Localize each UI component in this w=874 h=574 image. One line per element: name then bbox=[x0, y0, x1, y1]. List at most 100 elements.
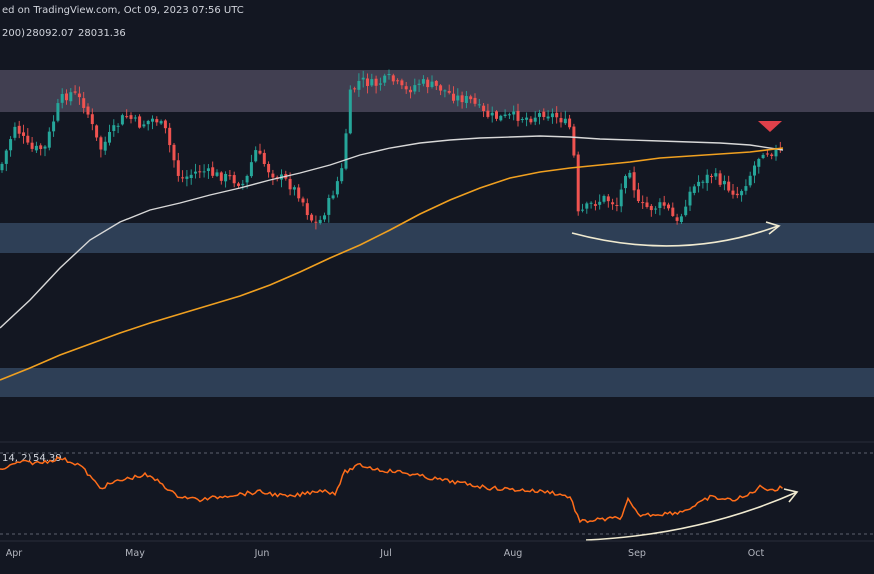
candle bbox=[323, 212, 326, 223]
candle bbox=[194, 163, 197, 179]
candle-body bbox=[361, 77, 365, 80]
arrow-head-price bbox=[765, 221, 781, 235]
candle-body bbox=[774, 149, 778, 157]
candle-body bbox=[258, 150, 262, 154]
candle bbox=[477, 98, 481, 108]
candle bbox=[641, 195, 645, 209]
candle-body bbox=[748, 175, 752, 186]
candle bbox=[645, 196, 649, 209]
candle bbox=[52, 115, 56, 137]
candle-body bbox=[211, 167, 215, 176]
candle-body bbox=[593, 204, 597, 206]
candle bbox=[125, 109, 129, 119]
candle-body bbox=[662, 202, 666, 206]
candle-body bbox=[314, 221, 318, 223]
candle-body bbox=[335, 181, 339, 195]
candle bbox=[417, 79, 421, 92]
candle bbox=[224, 171, 228, 188]
candle bbox=[108, 124, 111, 146]
candle-body bbox=[735, 193, 739, 196]
candle-body bbox=[69, 92, 73, 102]
candle-body bbox=[486, 110, 490, 117]
candle bbox=[99, 135, 103, 158]
candle bbox=[598, 194, 602, 210]
x-tick-label: Sep bbox=[628, 548, 646, 559]
candle bbox=[507, 112, 511, 119]
candle bbox=[198, 165, 202, 179]
candle-body bbox=[611, 202, 615, 205]
published-caption: ed on TradingView.com, Oct 09, 2023 07:5… bbox=[2, 5, 244, 16]
candle bbox=[56, 98, 60, 123]
candle bbox=[232, 171, 236, 188]
candle-body bbox=[452, 93, 455, 101]
candle bbox=[679, 213, 683, 225]
candle-body bbox=[60, 94, 64, 103]
candle bbox=[490, 106, 494, 123]
candle-body bbox=[443, 90, 447, 92]
candle bbox=[155, 116, 159, 126]
candle bbox=[624, 174, 627, 194]
ma-params-label: 200) bbox=[2, 28, 25, 39]
candle bbox=[705, 169, 709, 191]
candle-body bbox=[761, 154, 765, 159]
candle bbox=[258, 143, 262, 155]
candle bbox=[559, 112, 563, 128]
candle-body bbox=[77, 93, 81, 98]
candle bbox=[391, 73, 395, 85]
candle bbox=[649, 204, 653, 217]
candle-body bbox=[731, 190, 735, 195]
candle-body bbox=[512, 111, 516, 115]
candle-body bbox=[559, 118, 563, 123]
candle bbox=[73, 85, 77, 95]
candle bbox=[327, 194, 331, 223]
candle-body bbox=[206, 168, 210, 171]
candle-body bbox=[417, 83, 421, 85]
candle-body bbox=[189, 174, 193, 178]
candle bbox=[503, 109, 507, 118]
candle-body bbox=[340, 168, 344, 182]
candle-body bbox=[378, 83, 382, 85]
candle bbox=[30, 136, 34, 152]
candle-body bbox=[628, 172, 632, 178]
candle bbox=[17, 120, 21, 139]
x-tick-label: Jul bbox=[379, 548, 391, 559]
candle-body bbox=[667, 204, 670, 209]
candle-body bbox=[710, 176, 713, 178]
candle-body bbox=[318, 219, 322, 224]
candle-body bbox=[254, 150, 258, 162]
candle bbox=[60, 88, 64, 109]
candle-body bbox=[26, 135, 30, 143]
candle-body bbox=[22, 132, 25, 136]
candle bbox=[202, 164, 206, 178]
ma-orange-line bbox=[0, 147, 784, 381]
support-zone-middle bbox=[0, 223, 874, 253]
candle bbox=[22, 124, 25, 144]
candle-body bbox=[4, 150, 8, 164]
candle bbox=[103, 136, 107, 155]
candle bbox=[770, 152, 774, 160]
candle bbox=[340, 163, 344, 184]
candle-body bbox=[99, 137, 103, 150]
candle-body bbox=[520, 119, 524, 121]
candle-body bbox=[563, 118, 567, 124]
candle bbox=[387, 69, 391, 80]
candle-body bbox=[439, 85, 443, 91]
candle-body bbox=[568, 118, 572, 128]
down-triangle-marker bbox=[758, 121, 782, 132]
candle-body bbox=[0, 163, 4, 171]
candle bbox=[636, 182, 640, 204]
candle-body bbox=[297, 187, 301, 199]
candle bbox=[219, 171, 223, 185]
candle-body bbox=[490, 112, 494, 116]
candle-body bbox=[43, 146, 47, 149]
candle bbox=[215, 169, 219, 178]
candle bbox=[348, 85, 352, 135]
candle bbox=[305, 198, 309, 220]
candle bbox=[189, 169, 193, 185]
candle-body bbox=[267, 163, 271, 173]
candle-body bbox=[138, 116, 142, 128]
candle bbox=[168, 123, 172, 153]
candle bbox=[9, 136, 13, 157]
candle bbox=[727, 175, 731, 193]
candle bbox=[619, 183, 623, 213]
